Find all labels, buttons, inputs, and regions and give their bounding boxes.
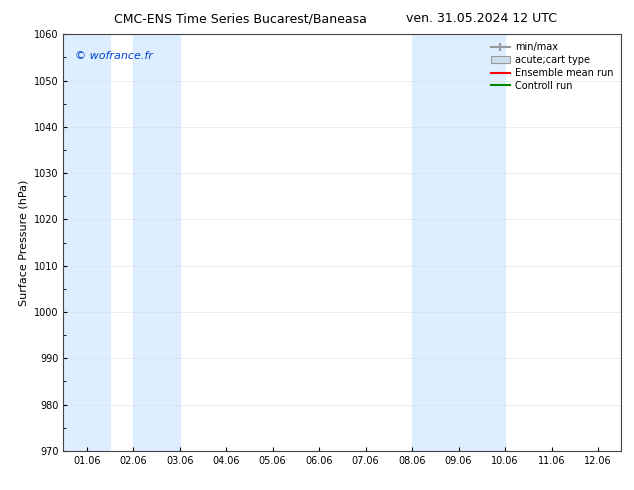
Text: CMC-ENS Time Series Bucarest/Baneasa: CMC-ENS Time Series Bucarest/Baneasa xyxy=(115,12,367,25)
Bar xyxy=(133,34,179,451)
Bar xyxy=(63,34,110,451)
Bar xyxy=(412,34,458,451)
Bar xyxy=(458,34,505,451)
Text: © wofrance.fr: © wofrance.fr xyxy=(75,51,152,61)
Text: ven. 31.05.2024 12 UTC: ven. 31.05.2024 12 UTC xyxy=(406,12,557,25)
Bar xyxy=(621,34,634,451)
Y-axis label: Surface Pressure (hPa): Surface Pressure (hPa) xyxy=(18,179,29,306)
Legend: min/max, acute;cart type, Ensemble mean run, Controll run: min/max, acute;cart type, Ensemble mean … xyxy=(488,39,616,94)
